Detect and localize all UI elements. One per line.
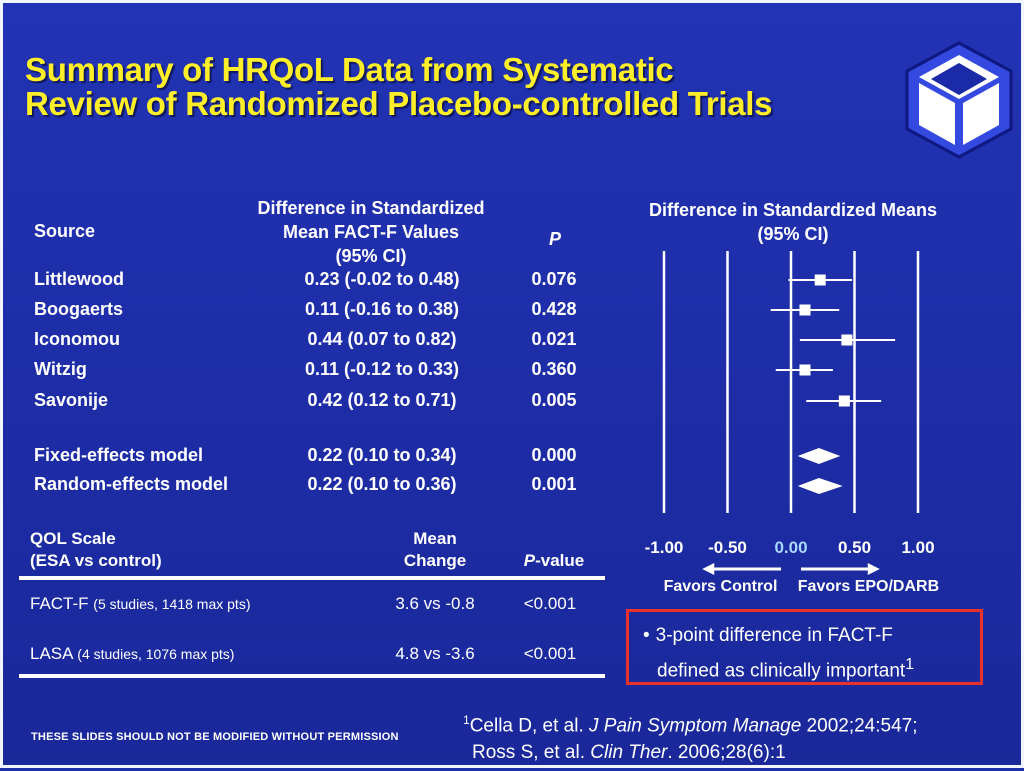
- qol-row-p: <0.001: [523, 594, 577, 613]
- qol-header-scale: QOL Scale (ESA vs control): [30, 528, 162, 572]
- ref2-citation: . 2006;28(6):1: [667, 742, 786, 764]
- ref-superscript: 1: [463, 713, 470, 727]
- table-row: Random-effects model 0.22 (0.10 to 0.36)…: [34, 474, 594, 500]
- references: 1Cella D, et al. J Pain Symptom Manage 2…: [463, 707, 918, 766]
- qol-header-scale-line1: QOL Scale: [30, 529, 116, 548]
- qol-header-p-rest: -value: [535, 551, 585, 570]
- row-p: 0.001: [531, 474, 577, 494]
- point-estimate-marker: [799, 364, 811, 376]
- note-line-2: defined as clinically important1: [643, 650, 970, 685]
- point-estimate-marker: [841, 334, 853, 346]
- row-ci: 0.44 (0.07 to 0.82): [307, 329, 457, 349]
- col-header-difference: Difference in Standardized Mean FACT-F V…: [239, 196, 503, 268]
- qol-header-mean-change: Mean Change: [383, 528, 487, 572]
- qol-row-change: 3.6 vs -0.8: [395, 594, 475, 613]
- forest-plot-title: Difference in Standardized Means (95% CI…: [603, 198, 983, 246]
- qol-scale-name: FACT-F: [30, 594, 89, 613]
- pooled-diamond: [797, 478, 843, 494]
- row-p: 0.360: [531, 359, 577, 379]
- col-header-p: P: [548, 229, 561, 249]
- ref1-citation: 2002;24:547;: [801, 715, 918, 737]
- table-row: Iconomou 0.44 (0.07 to 0.82) 0.021: [34, 329, 594, 355]
- forest-title-line1: Difference in Standardized Means: [648, 200, 938, 220]
- qol-row-change: 4.8 vs -3.6: [395, 644, 475, 663]
- table-row: Witzig 0.11 (-0.12 to 0.33) 0.360: [34, 359, 594, 385]
- table-row: Fixed-effects model 0.22 (0.10 to 0.34) …: [34, 445, 594, 471]
- table-row: Littlewood 0.23 (-0.02 to 0.48) 0.076: [34, 269, 594, 295]
- note-superscript: 1: [905, 656, 914, 673]
- qol-header-p-italic: P: [523, 551, 536, 570]
- row-source: Savonije: [34, 390, 109, 410]
- favors-treatment-arrowhead: [867, 563, 880, 575]
- tick-label: -1.00: [645, 538, 684, 557]
- row-source: Witzig: [34, 359, 87, 379]
- note-line-1: • 3-point difference in FACT-F: [643, 621, 970, 650]
- table-bottom-rule: [19, 674, 605, 678]
- qol-row-scale: FACT-F (5 studies, 1418 max pts): [30, 594, 250, 614]
- row-source: Littlewood: [34, 269, 124, 289]
- row-p: 0.076: [531, 269, 577, 289]
- qol-header-scale-line2: (ESA vs control): [30, 551, 162, 570]
- ref1-authors: Cella D, et al.: [469, 715, 590, 737]
- qol-row-scale: LASA (4 studies, 1076 max pts): [30, 644, 234, 664]
- reference-2: Ross S, et al. Clin Ther. 2006;28(6):1: [463, 739, 918, 766]
- point-estimate-marker: [814, 274, 826, 286]
- point-estimate-marker: [838, 395, 850, 407]
- row-ci: 0.23 (-0.02 to 0.48): [304, 269, 460, 289]
- tick-label: 0.00: [774, 538, 807, 557]
- table-row: Savonije 0.42 (0.12 to 0.71) 0.005: [34, 390, 594, 416]
- row-ci: 0.11 (-0.16 to 0.38): [304, 299, 460, 319]
- qol-scale-detail: (5 studies, 1418 max pts): [93, 596, 251, 612]
- title-line-1: Summary of HRQoL Data from Systematic: [25, 51, 674, 88]
- tick-label: 0.50: [838, 538, 871, 557]
- title-line-2: Review of Randomized Placebo-controlled …: [25, 85, 773, 122]
- table-row: Boogaerts 0.11 (-0.16 to 0.38) 0.428: [34, 299, 594, 325]
- row-p: 0.428: [531, 299, 577, 319]
- note-bullet: •: [643, 625, 650, 646]
- pooled-diamond: [797, 448, 841, 464]
- forest-plot: -1.00 -0.50 0.00 0.50 1.00 Favors Control Favo…: [645, 251, 939, 595]
- row-ci: 0.22 (0.10 to 0.34): [307, 445, 457, 465]
- row-source: Iconomou: [34, 329, 120, 349]
- ref1-journal: J Pain Symptom Manage: [589, 715, 802, 737]
- ref2-journal: Clin Ther: [590, 742, 668, 764]
- cube-logo-icon: [905, 41, 1013, 159]
- favors-control-label: Favors Control: [664, 578, 778, 595]
- row-ci: 0.22 (0.10 to 0.36): [307, 474, 457, 494]
- tick-label: 1.00: [901, 538, 934, 557]
- row-ci: 0.11 (-0.12 to 0.33): [304, 359, 460, 379]
- row-source: Boogaerts: [34, 299, 124, 319]
- footer-disclaimer: THESE SLIDES SHOULD NOT BE MODIFIED WITH…: [31, 731, 399, 743]
- row-p: 0.021: [531, 329, 577, 349]
- ref2-authors: Ross S, et al.: [472, 742, 591, 764]
- col-header-difference-line1: Difference in Standardized: [257, 198, 485, 218]
- slide-title: Summary of HRQoL Data from Systematic Re…: [25, 51, 773, 122]
- note-text-2: defined as clinically important: [657, 660, 906, 682]
- row-source: Fixed-effects model: [34, 445, 204, 465]
- row-p: 0.005: [531, 390, 577, 410]
- qol-row-p: <0.001: [523, 644, 577, 663]
- qol-header-mean-line1: Mean: [413, 529, 457, 548]
- row-ci: 0.42 (0.12 to 0.71): [307, 390, 457, 410]
- col-header-source: Source: [34, 221, 96, 241]
- note-text-1: 3-point difference in FACT-F: [655, 625, 893, 646]
- qol-header-p-value: P-value: [508, 550, 600, 572]
- qol-scale-name: LASA: [30, 644, 73, 663]
- row-p: 0.000: [531, 445, 577, 465]
- col-header-difference-line3: (95% CI): [335, 246, 407, 266]
- forest-title-line2: (95% CI): [757, 224, 829, 244]
- clinical-note-box: • 3-point difference in FACT-F defined as…: [626, 609, 983, 685]
- tick-label: -0.50: [708, 538, 747, 557]
- col-header-difference-line2: Mean FACT-F Values: [282, 222, 460, 242]
- qol-scale-detail: (4 studies, 1076 max pts): [77, 646, 235, 662]
- favors-control-arrowhead: [702, 563, 715, 575]
- table-top-rule: [19, 576, 605, 580]
- point-estimate-marker: [799, 304, 811, 316]
- row-source: Random-effects model: [34, 474, 229, 494]
- reference-1: 1Cella D, et al. J Pain Symptom Manage 2…: [463, 707, 918, 739]
- qol-header-mean-line2: Change: [403, 551, 467, 570]
- favors-treatment-label: Favors EPO/DARB: [798, 578, 939, 595]
